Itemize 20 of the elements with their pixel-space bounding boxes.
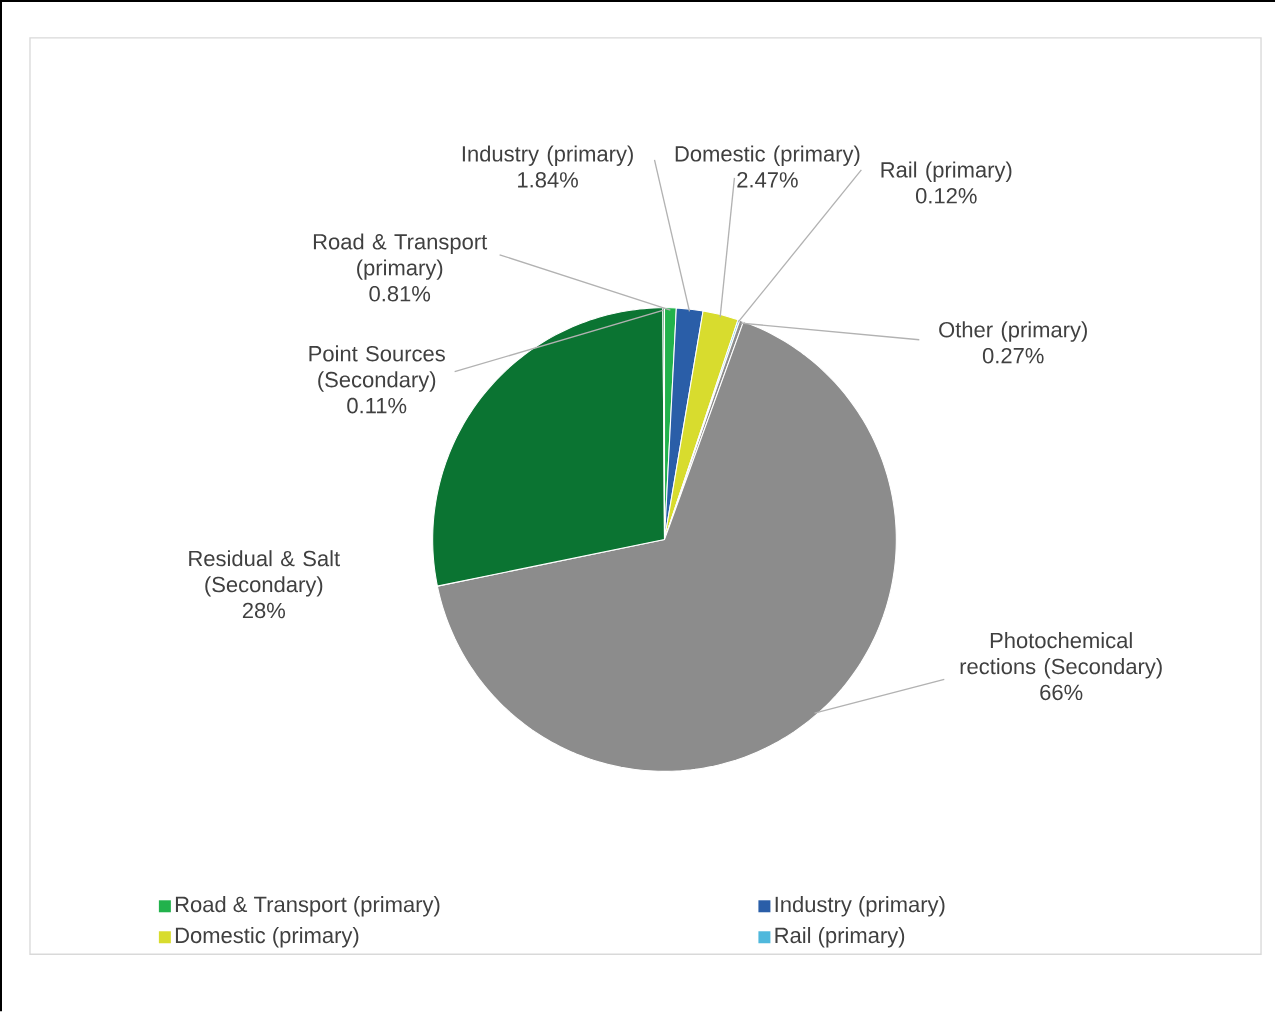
slice-label: Point Sources (Secondary) [309,345,445,392]
data-label: 0.81% [369,285,431,302]
data-label: 0.27% [982,347,1044,364]
data-label: 0.12% [915,187,977,204]
slice-label: Road & Transport (primary) [313,233,488,280]
slice-label: Other (primary) [939,321,1087,342]
data-label: 66% [1040,684,1083,701]
data-label: 28% [242,602,286,619]
slice-label: Industry (primary) [462,145,633,166]
slice-label: Photochemical rections (Secondary) [960,632,1162,679]
slice-label: Domestic (primary) [675,145,860,166]
data-label: 2.47% [737,171,798,188]
slice-label: Residual & Salt (Secondary) [189,550,340,597]
legend-label: Road & Transport (primary) [175,895,440,917]
legend-label: Industry (primary) [775,895,945,917]
legend-label: Domestic (primary) [175,926,359,948]
slice-label: Rail (primary) [881,161,1012,182]
data-label: 1.84% [518,171,578,188]
data-label: 0.11% [347,397,407,414]
legend-label: Rail (primary) [775,926,905,948]
